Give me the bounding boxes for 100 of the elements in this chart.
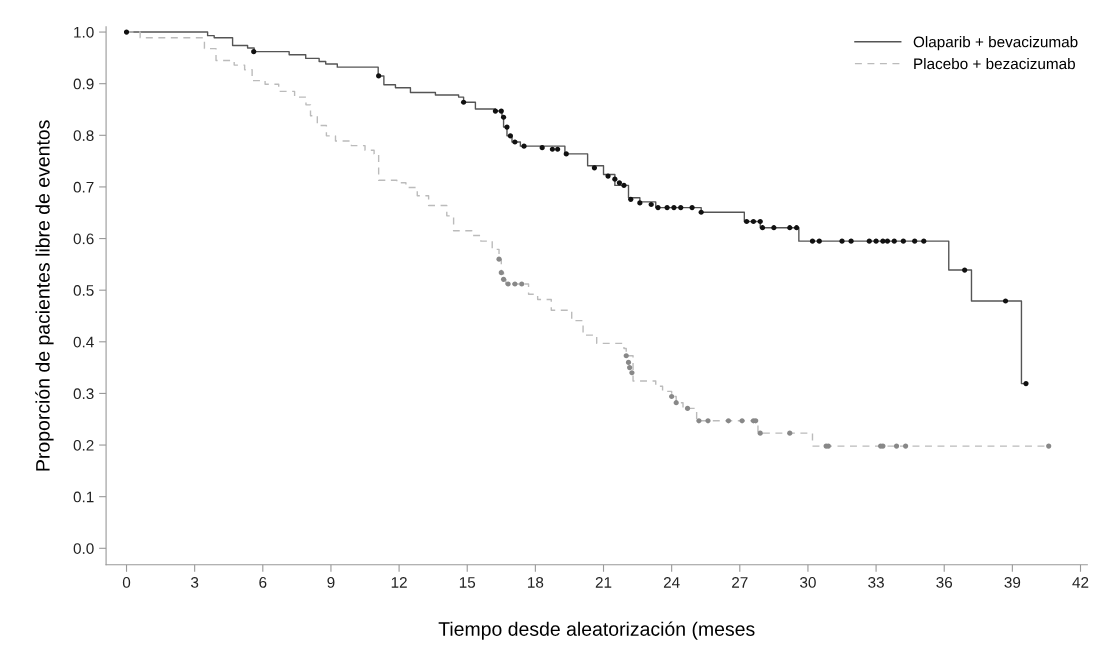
point [500,114,507,120]
point [621,182,627,188]
point [628,196,634,202]
point [505,281,511,287]
point [866,238,872,244]
point [750,218,757,225]
x-tick-label: 42 [1072,577,1089,588]
point [678,204,684,211]
point [648,201,654,208]
point [787,430,793,436]
y-tick-label: 0.1 [73,491,94,503]
point [816,238,822,244]
point [625,359,632,366]
point [757,430,763,436]
point [903,443,909,449]
y-tick-label: 0.2 [73,439,94,451]
point [496,256,502,262]
point [376,73,382,79]
point [500,276,507,282]
point [1046,443,1052,449]
point [900,238,906,244]
point [637,200,643,206]
point [698,209,704,215]
x-tick-label: 3 [191,577,199,588]
point [912,238,918,244]
point [664,204,670,211]
point [627,365,633,371]
point [884,238,891,244]
point [839,238,845,244]
x-axis-title: Tiempo desde aleatorización (meses [438,621,755,640]
point [921,238,927,244]
legend-label: Olaparib + bevacizumab [913,36,1078,51]
point [848,238,854,244]
point [498,108,504,114]
point [1023,381,1029,387]
point [519,281,525,287]
point [689,204,695,211]
point [563,151,569,157]
x-tick-label: 6 [259,577,267,588]
point [498,270,504,276]
y-tick-label: 0.5 [73,285,94,296]
y-tick-label: 0.9 [73,78,94,90]
point [539,145,545,151]
point [962,267,968,273]
point [521,143,527,149]
legend-label: Placebo + bezacizumab [914,57,1075,70]
point [629,370,635,376]
point [655,204,661,211]
point [669,393,675,400]
point [880,238,886,244]
x-tick-label: 30 [800,577,816,588]
y-tick-label: 0.7 [73,181,94,193]
point [696,418,702,424]
point [512,281,518,287]
point [787,225,793,231]
point [623,353,629,359]
point [591,165,598,171]
x-tick-label: 39 [1004,577,1021,588]
point [739,418,745,424]
point [809,238,816,244]
point [757,218,763,225]
y-tick-label: 0.3 [73,388,94,400]
point [671,204,677,211]
y-tick-label: 0.6 [73,233,94,245]
point [605,173,611,179]
point [492,108,498,114]
y-tick-label: 0.4 [73,336,94,348]
point [891,238,897,244]
point [504,124,510,130]
x-tick-label: 18 [528,577,544,588]
point [744,218,750,225]
y-tick-label: 1.0 [74,26,94,38]
x-tick-label: 9 [327,577,335,588]
x-tick-label: 24 [663,577,680,588]
point [123,29,130,35]
x-tick-label: 36 [936,577,953,588]
y-tick-label: 0.0 [73,543,94,554]
point [512,139,518,145]
point [612,176,618,182]
point [616,180,623,186]
point [893,443,900,449]
x-tick-label: 27 [732,577,748,588]
x-tick-label: 0 [122,577,131,588]
point [507,133,513,139]
point [549,146,556,152]
x-tick-label: 33 [868,577,884,588]
point [793,225,800,231]
point [461,99,467,105]
point [725,418,732,424]
point [759,225,766,231]
y-tick-label: 0.8 [73,130,94,141]
x-tick-label: 12 [391,577,407,588]
point [873,238,879,244]
y-axis-title: Proporción de pacientes libre de eventos [35,120,54,471]
point [1002,298,1009,304]
point [705,418,711,424]
point [555,146,561,152]
x-tick-label: 21 [595,577,612,588]
x-tick-label: 15 [459,577,476,588]
point [771,225,777,231]
